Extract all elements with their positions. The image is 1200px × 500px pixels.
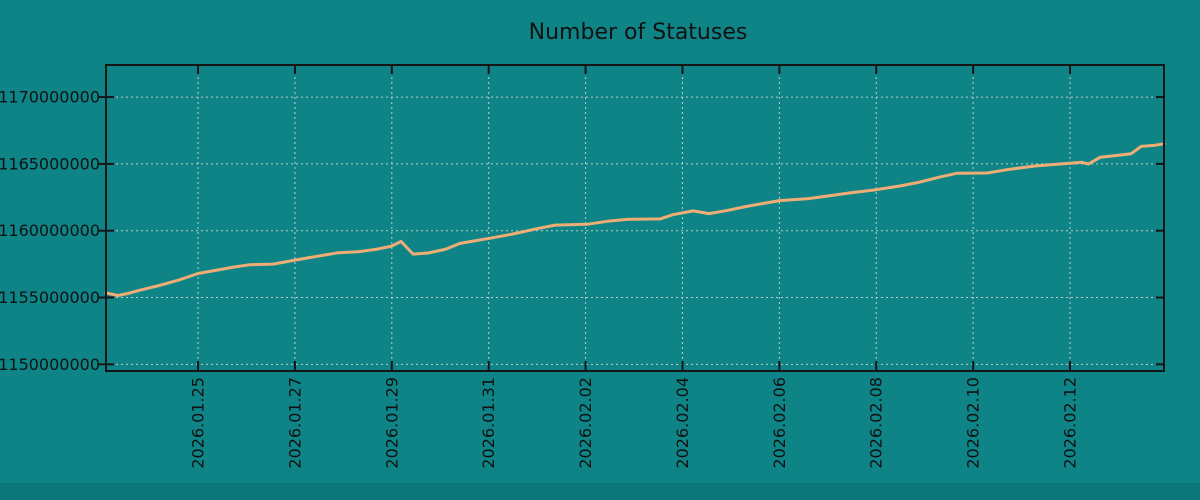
chart-title: Number of Statuses — [529, 20, 748, 45]
plot-border — [105, 64, 1165, 372]
x-tick-label: 2026.02.04 — [673, 377, 692, 469]
x-tick-label: 2026.01.31 — [479, 377, 498, 469]
x-tick-label: 2026.02.12 — [1061, 377, 1080, 469]
y-tick-label: 1150000000 — [0, 355, 100, 374]
y-tick-label: 1165000000 — [0, 154, 100, 173]
statuses-line — [104, 142, 1166, 297]
x-tick-label: 2026.01.25 — [189, 377, 208, 469]
x-tick-label: 2026.01.27 — [285, 377, 304, 469]
x-tick-label: 2026.02.06 — [770, 377, 789, 469]
axis-layer — [99, 64, 1165, 372]
series-layer — [104, 142, 1166, 297]
x-tick-label: 2026.02.02 — [576, 377, 595, 469]
y-tick-label: 1170000000 — [0, 88, 100, 107]
x-tick-label: 2026.01.29 — [382, 377, 401, 469]
x-tick-label: 2026.02.08 — [867, 377, 886, 469]
y-tick-label: 1155000000 — [0, 288, 100, 307]
label-layer: 1150000000 1155000000 1160000000 1165000000… — [0, 88, 1080, 469]
bottom-strip — [0, 483, 1200, 500]
x-tick-label: 2026.02.10 — [964, 377, 983, 469]
grid-layer — [106, 67, 1164, 365]
y-tick-label: 1160000000 — [0, 221, 100, 240]
